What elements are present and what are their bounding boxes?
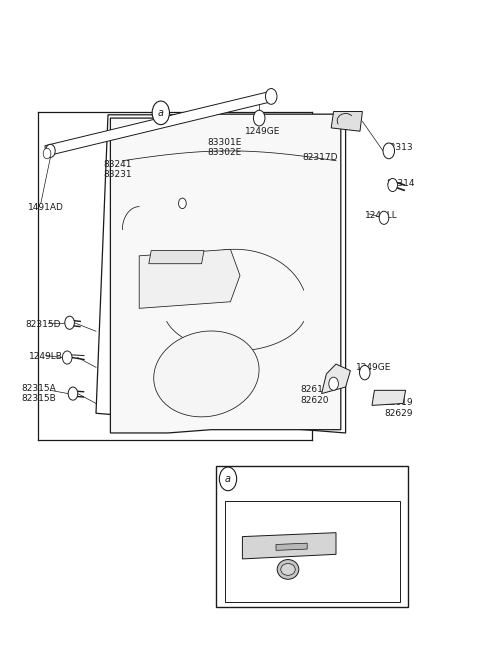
Circle shape bbox=[253, 110, 265, 126]
Text: 82315D: 82315D bbox=[25, 319, 60, 329]
Text: 1491AD: 1491AD bbox=[28, 203, 64, 213]
Polygon shape bbox=[110, 114, 341, 433]
Text: 83241
83231: 83241 83231 bbox=[103, 159, 132, 179]
Circle shape bbox=[379, 211, 389, 224]
Text: a: a bbox=[225, 474, 231, 484]
Polygon shape bbox=[96, 115, 346, 433]
Circle shape bbox=[383, 143, 395, 159]
Polygon shape bbox=[242, 533, 336, 559]
Ellipse shape bbox=[281, 564, 295, 575]
Text: 1249LB: 1249LB bbox=[29, 352, 63, 361]
Polygon shape bbox=[149, 251, 204, 264]
Text: 82610
82620: 82610 82620 bbox=[300, 385, 329, 405]
Polygon shape bbox=[331, 112, 362, 131]
Circle shape bbox=[219, 467, 237, 491]
Text: 82734A: 82734A bbox=[168, 253, 203, 262]
Text: 1249LL: 1249LL bbox=[365, 211, 397, 220]
Circle shape bbox=[68, 387, 78, 400]
Polygon shape bbox=[139, 249, 240, 308]
Ellipse shape bbox=[277, 560, 299, 579]
Bar bbox=[216, 466, 408, 607]
Polygon shape bbox=[45, 91, 272, 156]
Text: 93582A
93582B: 93582A 93582B bbox=[246, 518, 280, 538]
Circle shape bbox=[360, 365, 370, 380]
Circle shape bbox=[179, 198, 186, 209]
Text: 82315A
82315B: 82315A 82315B bbox=[22, 384, 56, 403]
Text: 82317D: 82317D bbox=[302, 153, 338, 162]
Text: 1249GE: 1249GE bbox=[356, 363, 392, 372]
Circle shape bbox=[46, 144, 55, 157]
Ellipse shape bbox=[154, 331, 259, 417]
Text: 83301E
83302E: 83301E 83302E bbox=[207, 138, 242, 157]
Text: 82314: 82314 bbox=[386, 179, 415, 188]
Bar bbox=[225, 501, 400, 602]
Polygon shape bbox=[322, 364, 350, 394]
Polygon shape bbox=[276, 543, 307, 550]
Text: 1249GE: 1249GE bbox=[245, 127, 281, 136]
Text: 93581F: 93581F bbox=[271, 579, 305, 588]
Text: 93580L
93580R: 93580L 93580R bbox=[271, 490, 305, 510]
Circle shape bbox=[62, 351, 72, 364]
Circle shape bbox=[152, 101, 169, 125]
Circle shape bbox=[265, 89, 277, 104]
Circle shape bbox=[388, 178, 397, 192]
Circle shape bbox=[43, 148, 51, 159]
Circle shape bbox=[329, 377, 338, 390]
Text: 82313: 82313 bbox=[384, 143, 413, 152]
Circle shape bbox=[65, 316, 74, 329]
Polygon shape bbox=[372, 390, 406, 405]
Text: 82619
82629: 82619 82629 bbox=[384, 398, 413, 418]
Text: a: a bbox=[158, 108, 164, 118]
